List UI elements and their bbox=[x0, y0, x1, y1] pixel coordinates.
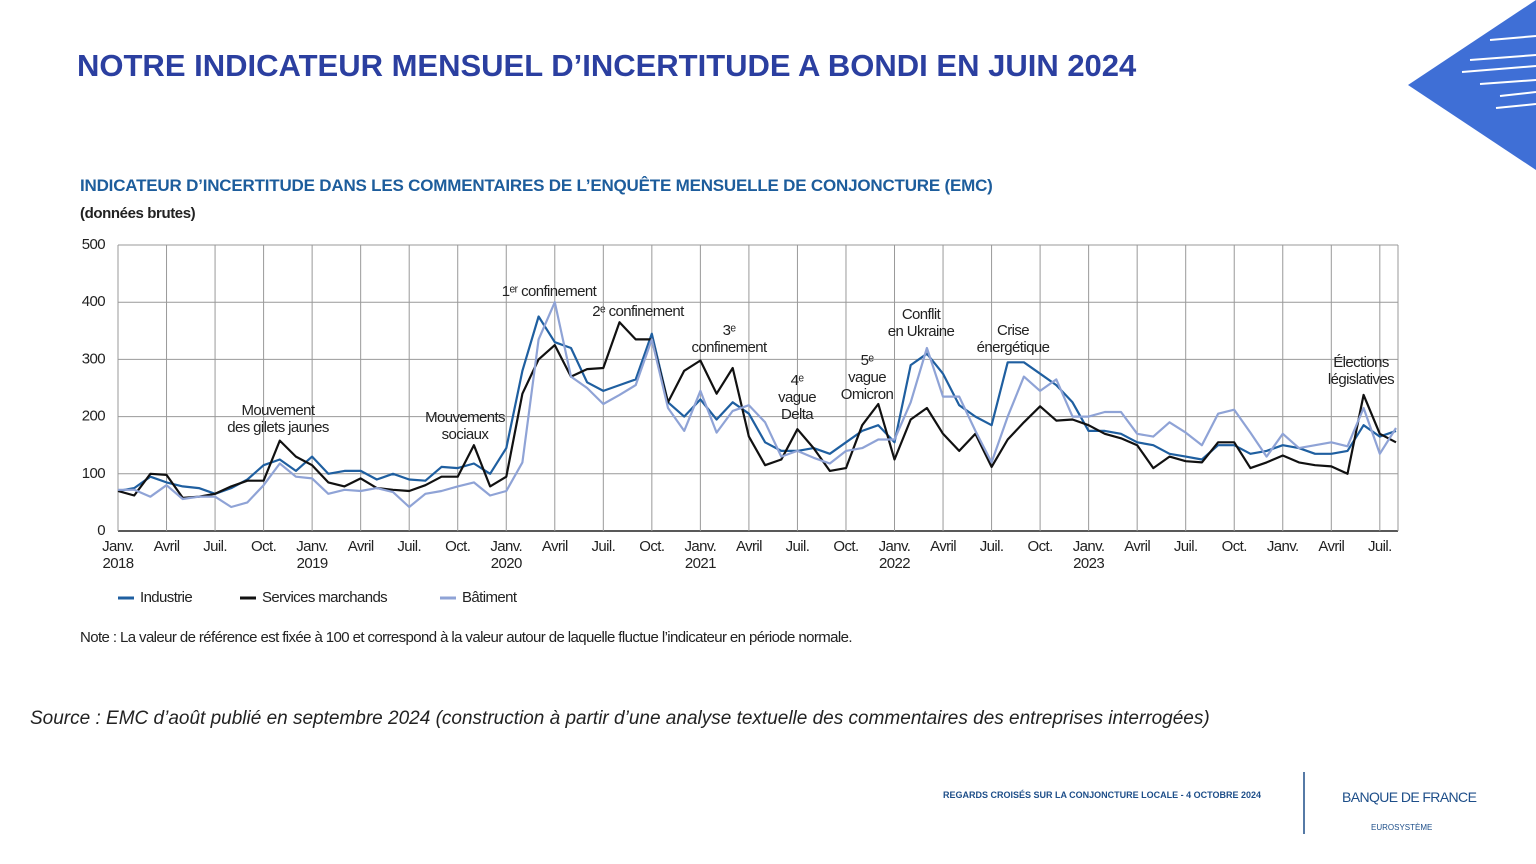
y-tick-label: 500 bbox=[82, 236, 105, 253]
x-tick-label: Oct. bbox=[251, 538, 277, 555]
annotation: Élections législatives bbox=[1327, 354, 1395, 388]
x-tick-label: Janv. 2023 bbox=[1072, 538, 1105, 572]
x-tick-label: Oct. bbox=[445, 538, 471, 555]
annotation: 4ᵉ vague Delta bbox=[778, 372, 816, 423]
annotation: Mouvements sociaux bbox=[425, 409, 505, 443]
x-tick-label: Oct. bbox=[639, 538, 665, 555]
x-tick-label: Juil. bbox=[1173, 538, 1198, 555]
x-tick-label: Janv. 2022 bbox=[878, 538, 911, 572]
series-line bbox=[117, 315, 1397, 495]
x-tick-label: Juil. bbox=[203, 538, 227, 555]
chart-title: INDICATEUR D’INCERTITUDE DANS LES COMMEN… bbox=[80, 176, 993, 195]
x-tick-label: Juil. bbox=[785, 538, 810, 555]
annotation: 2ᵉ confinement bbox=[592, 303, 684, 320]
x-tick-label: Janv. bbox=[1266, 538, 1299, 555]
chart-note: Note : La valeur de référence est fixée … bbox=[80, 629, 853, 646]
series-line bbox=[118, 301, 1397, 509]
y-tick-label: 100 bbox=[82, 465, 105, 482]
y-tick-label: 400 bbox=[82, 293, 105, 310]
x-tick-label: Avril bbox=[541, 538, 569, 555]
decor-stripes bbox=[1461, 35, 1536, 109]
annotation: 1ᵉʳ confinement bbox=[501, 283, 597, 300]
series-line bbox=[117, 321, 1397, 499]
x-tick-label: Avril bbox=[735, 538, 763, 555]
decor-triangle bbox=[1408, 0, 1536, 170]
x-tick-label: Juil. bbox=[979, 538, 1004, 555]
y-tick-label: 0 bbox=[97, 522, 105, 539]
x-tick-label: Janv. 2018 bbox=[102, 538, 134, 572]
legend-label: Bâtiment bbox=[462, 589, 518, 606]
chart-subtitle: (données brutes) bbox=[80, 205, 196, 222]
x-tick-label: Janv. 2020 bbox=[490, 538, 523, 572]
x-tick-label: Janv. 2019 bbox=[296, 538, 328, 572]
x-tick-label: Oct. bbox=[1027, 538, 1054, 555]
x-tick-label: Avril bbox=[930, 538, 957, 555]
footer: REGARDS CROISÉS SUR LA CONJONCTURE LOCAL… bbox=[943, 790, 1262, 800]
annotation: 3ᵉ confinement bbox=[691, 322, 767, 356]
x-tick-label: Juil. bbox=[591, 538, 616, 555]
annotation: 5ᵉ vague Omicron bbox=[840, 352, 894, 403]
logo: BANQUE DE FRANCE bbox=[1342, 789, 1477, 805]
annotation: Mouvement des gilets jaunes bbox=[227, 402, 329, 436]
x-tick-label: Oct. bbox=[1221, 538, 1248, 555]
x-tick-label: Avril bbox=[153, 538, 181, 555]
legend-label: Industrie bbox=[140, 589, 192, 606]
x-tick-label: Avril bbox=[1124, 538, 1151, 555]
annotation: Conflit en Ukraine bbox=[887, 306, 955, 340]
slide-title: NOTRE INDICATEUR MENSUEL D’INCERTITUDE A… bbox=[77, 48, 1137, 83]
source: Source : EMC d’août publié en septembre … bbox=[30, 708, 1210, 729]
y-tick-label: 200 bbox=[82, 408, 105, 425]
x-tick-label: Oct. bbox=[833, 538, 859, 555]
annotation: Crise énergétique bbox=[976, 322, 1050, 356]
x-tick-label: Avril bbox=[1318, 538, 1345, 555]
x-tick-label: Janv. 2021 bbox=[684, 538, 717, 572]
legend-label: Services marchands bbox=[262, 589, 387, 606]
x-tick-label: Juil. bbox=[397, 538, 422, 555]
logo-sub: EUROSYSTÈME bbox=[1371, 823, 1433, 832]
x-tick-label: Avril bbox=[347, 538, 375, 555]
y-tick-label: 300 bbox=[82, 350, 105, 367]
x-tick-label: Juil. bbox=[1367, 538, 1392, 555]
